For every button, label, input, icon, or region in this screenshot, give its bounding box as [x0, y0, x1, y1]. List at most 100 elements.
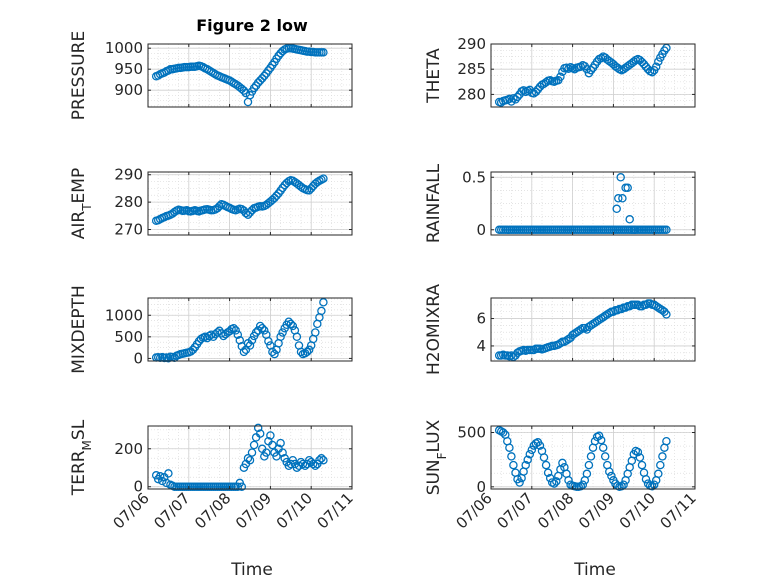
data-point: [288, 321, 298, 331]
data-point: [170, 207, 179, 217]
subplot-rainfall: 0 0.5 RAINFALL: [424, 163, 696, 243]
data-point: [155, 472, 165, 481]
data-point: [594, 431, 604, 441]
data-point: [286, 319, 296, 329]
data-point: [511, 95, 520, 104]
data-point: [633, 447, 643, 457]
axes-box: [147, 43, 353, 108]
data-point: [519, 86, 528, 95]
data-point: [543, 468, 553, 477]
y-axis-label: PRESSURE: [69, 31, 89, 120]
data-point: [249, 440, 259, 450]
x-axis-label-right: Time: [573, 560, 616, 580]
data-point: [660, 46, 669, 55]
data-point: [525, 449, 535, 459]
data-point: [556, 72, 565, 82]
data-point: [527, 445, 537, 455]
data-point: [505, 443, 514, 452]
data-point: [292, 463, 302, 472]
data-point: [204, 331, 214, 341]
data-point: [268, 440, 277, 450]
data-point: [260, 326, 269, 335]
data-point: [319, 455, 328, 465]
y-tick-label: 280: [457, 85, 486, 103]
axes-box: [147, 425, 353, 490]
data-point: [625, 215, 634, 224]
data-point: [292, 332, 302, 342]
y-axis-label: THETA: [424, 48, 444, 104]
axes-box: [490, 297, 696, 362]
data-point: [633, 300, 643, 310]
data-point: [612, 204, 621, 214]
data-point: [586, 452, 596, 461]
data-point: [260, 71, 269, 81]
subplot-theta: 280 285 290 THETA: [424, 35, 696, 108]
data-point: [662, 436, 671, 446]
figure-title: Figure 2 low: [196, 16, 308, 35]
y-tick-label: 290: [114, 166, 143, 184]
data-point: [237, 482, 247, 491]
data-point: [300, 461, 310, 471]
y-tick-label: 500: [457, 424, 486, 442]
subplot-air-temp: 270 280 290 AIRTEMP: [69, 166, 353, 239]
data-point: [233, 330, 243, 339]
data-point: [278, 328, 287, 337]
data-point: [535, 441, 545, 450]
data-point: [658, 452, 667, 461]
axes-box: [490, 425, 696, 490]
data-point: [596, 53, 606, 63]
data-point: [249, 83, 259, 93]
data-point: [590, 436, 600, 446]
data-point: [576, 482, 586, 491]
data-point: [304, 345, 314, 355]
data-point: [231, 326, 240, 335]
data-point: [614, 194, 623, 203]
data-point: [243, 454, 253, 463]
data-point: [257, 323, 267, 333]
y-axis-label: MIXDEPTH: [69, 285, 89, 374]
data-point: [217, 329, 226, 338]
data-point: [278, 448, 287, 457]
plot-area: [148, 172, 352, 235]
data-point: [598, 443, 608, 452]
data-point: [284, 461, 294, 471]
subplot-h2omixra: 4 6 H2OMIXRA: [424, 284, 696, 375]
data-point: [586, 65, 596, 75]
data-point: [549, 479, 559, 488]
data-point: [164, 469, 173, 478]
data-point: [272, 191, 281, 201]
data-point: [625, 301, 634, 311]
axes-box: [490, 171, 696, 236]
data-point: [541, 78, 551, 87]
y-tick-label: 500: [114, 328, 143, 346]
data-point: [617, 482, 626, 491]
data-point: [266, 431, 275, 440]
data-point: [662, 310, 671, 319]
data-point: [596, 435, 606, 445]
y-axis-label: AIRTEMP: [69, 168, 94, 239]
data-point: [507, 452, 516, 461]
data-point: [618, 194, 627, 203]
data-point: [641, 300, 651, 310]
data-point: [647, 67, 657, 77]
data-point: [564, 476, 573, 485]
data-point: [196, 334, 206, 344]
data-point: [270, 349, 279, 359]
data-point: [662, 225, 671, 235]
y-axis-label: TERRMSL: [69, 419, 94, 496]
data-point: [539, 453, 549, 462]
data-point: [245, 455, 255, 465]
data-point: [302, 347, 312, 357]
data-point: [239, 86, 249, 95]
data-point: [276, 332, 285, 342]
data-point: [319, 48, 328, 57]
data-point: [296, 347, 306, 357]
data-point: [521, 460, 530, 470]
y-tick-label: 1000: [105, 39, 143, 57]
axes-box: [490, 43, 696, 108]
data-point: [654, 57, 663, 66]
data-point: [255, 429, 265, 438]
data-point: [600, 452, 610, 461]
data-point: [317, 454, 326, 463]
